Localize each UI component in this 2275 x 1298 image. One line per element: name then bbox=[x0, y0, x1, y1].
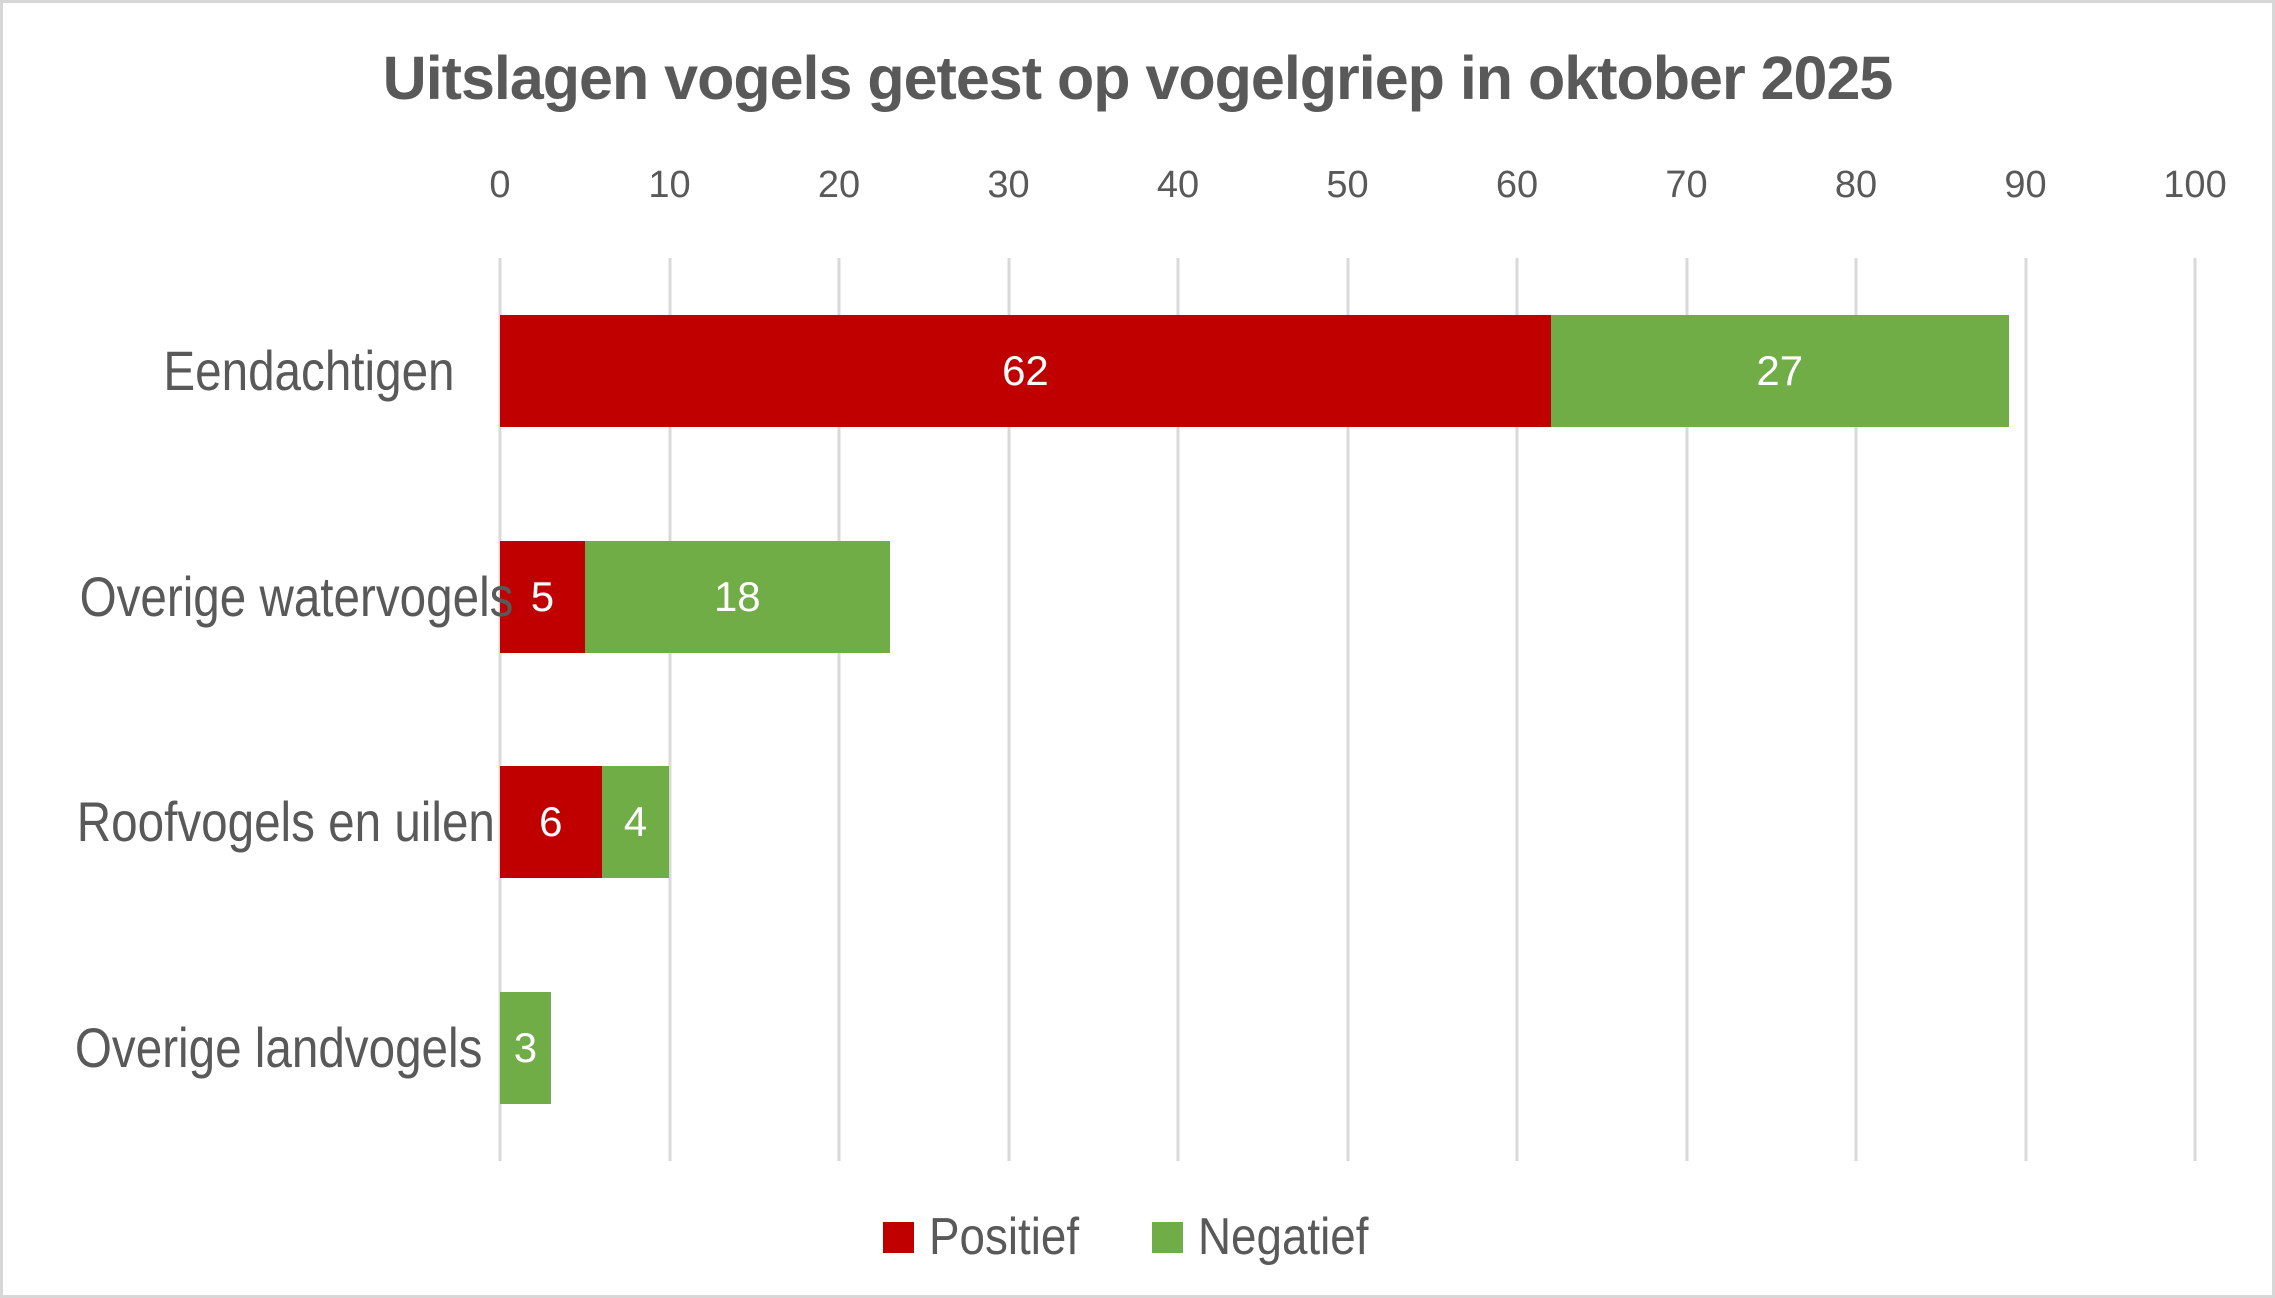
bar-row-2: 5 18 bbox=[500, 540, 2195, 653]
plot-area: 62 27 5 18 6 4 3 bbox=[498, 258, 2197, 1161]
bar-value-label: 4 bbox=[623, 798, 648, 846]
legend-item-positief: Positief bbox=[883, 1211, 1100, 1263]
bar-value-label: 5 bbox=[530, 572, 555, 620]
gridline-50 bbox=[1346, 258, 1349, 1161]
category-axis-labels: Eendachtigen Overige watervogels Roofvogel… bbox=[3, 258, 514, 1161]
x-axis-tick-100: 100 bbox=[2163, 164, 2227, 206]
bar-row-1: 62 27 bbox=[500, 314, 2195, 427]
category-label-text: Roofvogels en uilen bbox=[76, 790, 495, 854]
x-axis-tick-40: 40 bbox=[1156, 164, 1200, 206]
bar-value-label: 3 bbox=[513, 1024, 538, 1072]
bar-segment-positief-1: 62 bbox=[500, 314, 1551, 427]
x-axis-tick-labels: 0 10 20 30 40 50 60 70 80 90 100 bbox=[489, 161, 2226, 209]
x-axis-tick-30: 30 bbox=[987, 164, 1030, 206]
category-label-3: Roofvogels en uilen bbox=[3, 787, 495, 857]
legend-item-negatief: Negatief bbox=[1151, 1208, 1392, 1266]
bar-segment-negatief-4: 3 bbox=[500, 992, 551, 1105]
gridline-20 bbox=[837, 258, 841, 1161]
x-axis-tick-50: 50 bbox=[1326, 164, 1369, 206]
bar-value-label: 6 bbox=[539, 798, 563, 846]
chart-title: Uitslagen vogels getest op vogelgriep in… bbox=[382, 44, 1894, 112]
x-axis-tick-80: 80 bbox=[1834, 164, 1878, 206]
x-axis-tick-60: 60 bbox=[1495, 164, 1539, 206]
gridline-10 bbox=[668, 258, 671, 1161]
gridline-100 bbox=[2193, 258, 2197, 1161]
category-label-1: Eendachtigen bbox=[3, 336, 455, 406]
gridline-30 bbox=[1007, 258, 1010, 1161]
gridline-80 bbox=[1854, 258, 1858, 1161]
gridline-60 bbox=[1515, 258, 1519, 1161]
category-label-2: Overige watervogels bbox=[3, 562, 514, 632]
bar-value-label: 18 bbox=[713, 572, 761, 620]
bar-segment-positief-2: 5 bbox=[500, 540, 585, 653]
bar-row-4: 3 bbox=[500, 992, 2195, 1105]
bar-segment-negatief-1: 27 bbox=[1550, 314, 2009, 427]
x-axis-tick-20: 20 bbox=[817, 164, 861, 206]
legend-label-positief: Positief bbox=[929, 1208, 1080, 1266]
x-axis-tick-90: 90 bbox=[2004, 164, 2047, 206]
category-label-text: Overige watervogels bbox=[79, 564, 514, 628]
legend-marker-negatief-icon bbox=[1151, 1221, 1183, 1253]
bar-segment-positief-3: 6 bbox=[500, 766, 602, 879]
gridline-0 bbox=[498, 258, 502, 1161]
gridline-40 bbox=[1176, 258, 1180, 1161]
legend-marker-positief-icon bbox=[883, 1221, 915, 1253]
x-axis-tick-0: 0 bbox=[489, 164, 511, 206]
x-axis-tick-70: 70 bbox=[1665, 164, 1708, 206]
x-axis-tick-10: 10 bbox=[648, 164, 691, 206]
bar-value-label: 62 bbox=[1002, 346, 1049, 394]
gridline-70 bbox=[1685, 258, 1688, 1161]
bar-value-label: 27 bbox=[1756, 346, 1804, 394]
category-label-text: Overige landvogels bbox=[74, 1016, 483, 1080]
category-label-4: Overige landvogels bbox=[3, 1013, 482, 1083]
legend-label-negatief: Negatief bbox=[1197, 1208, 1369, 1266]
category-label-text: Eendachtigen bbox=[163, 338, 455, 402]
bar-segment-negatief-3: 4 bbox=[601, 766, 670, 879]
bar-segment-negatief-2: 18 bbox=[584, 540, 890, 653]
legend: Positief Negatief bbox=[3, 1206, 2272, 1268]
gridline-90 bbox=[2024, 258, 2027, 1161]
